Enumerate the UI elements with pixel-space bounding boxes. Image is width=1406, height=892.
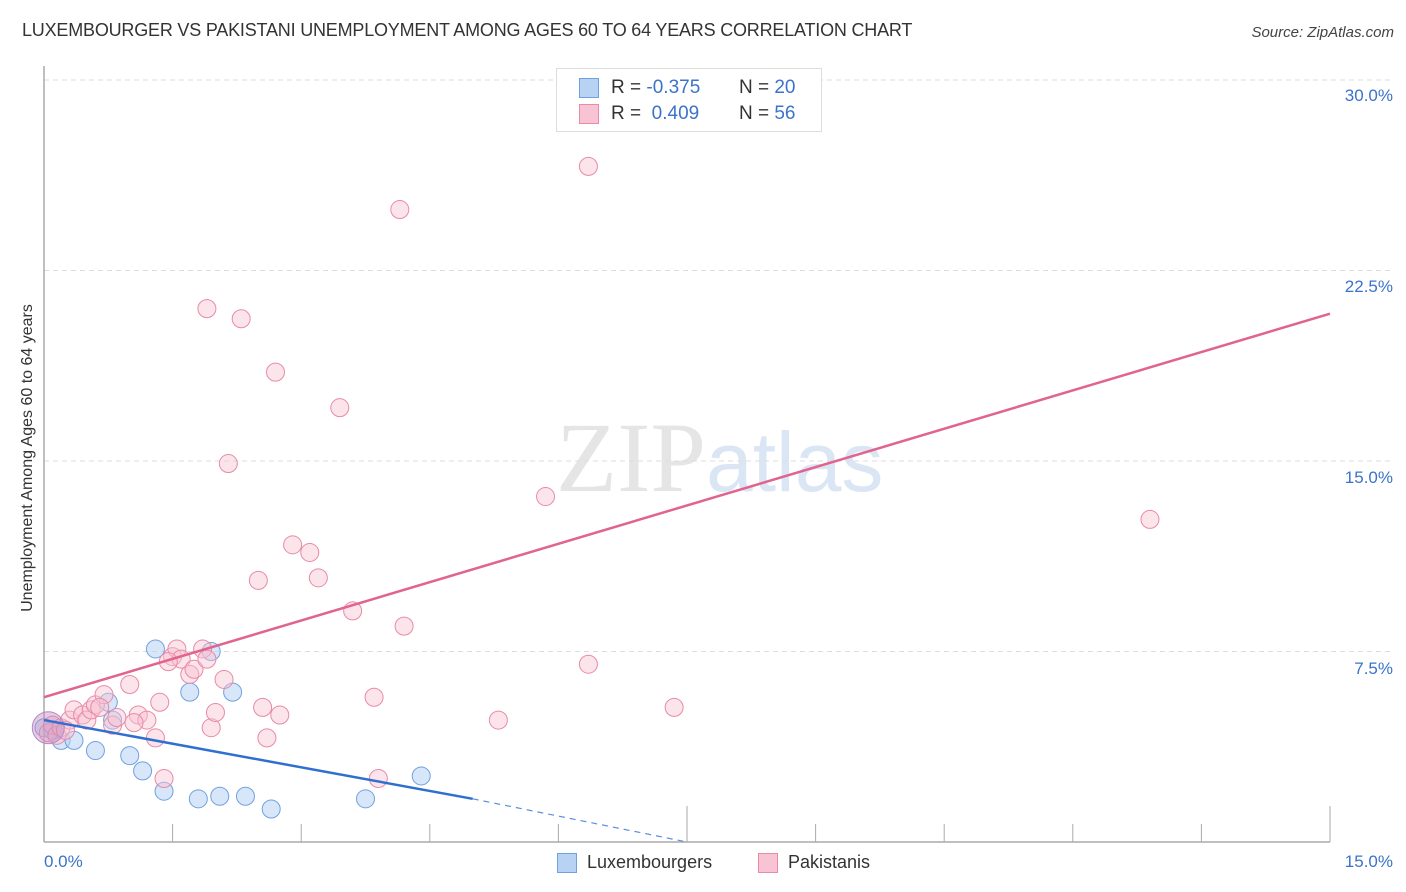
pakistanis-point [184,659,204,679]
pakistanis-point [308,568,328,588]
pakistanis-point [578,156,598,176]
pakistanis-point [197,649,217,669]
pakistanis-point [94,685,114,705]
y-tick-30: 30.0% [1344,86,1393,105]
pakistanis-swatch [579,104,599,124]
pakistanis-point [257,728,277,748]
pakistanis-point [145,728,165,748]
cluster-point [31,711,65,745]
luxembourgers-swatch [579,78,599,98]
pakistanis-point [107,708,127,728]
source-label: Source: ZipAtlas.com [1251,24,1394,41]
n-value: 56 [774,103,796,124]
pakistanis-point [154,769,174,788]
luxembourgers-point [145,639,165,659]
n-label: N = [738,103,770,124]
legend-label: Pakistanis [788,852,871,872]
pakistanis-point [120,675,140,695]
pakistanis-point [197,299,217,319]
pakistanis-point [265,362,285,382]
luxembourgers-point [261,799,281,819]
luxembourgers-point [356,789,375,809]
legend-item-pakistanis[interactable]: Pakistanis [758,852,870,873]
pakistanis-point [124,713,144,733]
x-tick-15: 15.0% [1344,852,1393,871]
luxembourgers-point [235,786,255,806]
pakistanis-point [578,654,598,674]
luxembourgers-point [411,766,431,786]
luxembourgers-trend-line [43,718,473,801]
legend-label: Luxembourgers [587,852,713,872]
luxembourgers-trend-extension [472,798,688,843]
n-value: 20 [774,77,796,98]
pakistanis-point [214,669,234,689]
pakistanis-point [1140,509,1160,529]
legend-item-luxembourgers[interactable]: Luxembourgers [557,852,712,873]
chart-title: LUXEMBOURGER VS PAKISTANI UNEMPLOYMENT A… [22,20,913,40]
y-tick-22-5: 22.5% [1344,277,1393,296]
luxembourgers-point [120,746,140,766]
pakistanis-point [248,570,268,590]
y-tick-7-5: 7.5% [1354,659,1393,678]
n-label: N = [738,77,770,98]
pakistanis-point [364,687,384,707]
luxembourgers-swatch [557,852,577,873]
pakistanis-point [330,398,350,418]
luxembourgers-point [210,786,230,806]
luxembourgers-point [133,761,153,781]
pakistanis-point [90,697,110,717]
pakistanis-point [300,542,320,562]
y-tick-15: 15.0% [1344,468,1393,487]
r-label: R = [611,103,642,124]
x-tick-0: 0.0% [44,852,83,871]
pakistanis-point [390,200,410,220]
pakistanis-trend-line [43,312,1331,699]
correlation-legend: R = -0.375 N = 20 R = 0.409 N = 56 [556,68,822,132]
pakistanis-point [283,535,303,555]
pakistanis-point [253,697,273,717]
luxembourgers-point [180,682,200,702]
legend-row-luxembourgers: R = -0.375 N = 20 [579,76,795,100]
pakistanis-point [201,718,221,738]
pakistanis-swatch [758,852,778,873]
pakistanis-point [231,309,251,329]
r-value: 0.409 [646,103,700,124]
luxembourgers-point [85,741,105,761]
legend-row-pakistanis: R = 0.409 N = 56 [579,102,795,126]
r-value: -0.375 [646,77,701,98]
pakistanis-point [205,702,225,722]
pakistanis-point [394,616,414,636]
pakistanis-point [488,710,508,730]
pakistanis-point [270,705,290,725]
pakistanis-point [536,487,556,507]
pakistanis-point [218,454,238,474]
pakistanis-point [150,692,170,712]
r-label: R = [611,77,642,98]
pakistanis-point [368,769,388,788]
luxembourgers-point [188,789,208,809]
pakistanis-point [664,697,684,717]
